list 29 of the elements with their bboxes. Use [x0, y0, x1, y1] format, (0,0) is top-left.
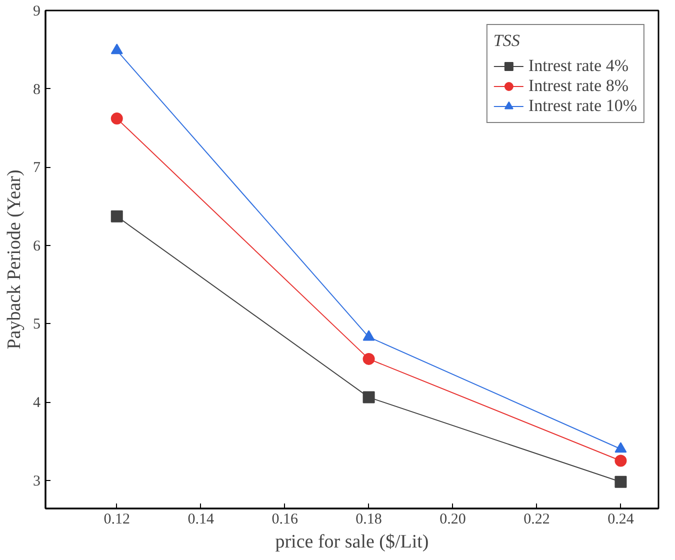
x-tick-label: 0.22	[524, 512, 550, 528]
point	[110, 210, 123, 222]
point	[110, 112, 123, 125]
legend-title: TSS	[493, 31, 521, 51]
legend-label: Intrest rate 4%	[528, 56, 628, 76]
point	[110, 44, 123, 54]
point	[614, 454, 627, 467]
y-tick-label: 7	[33, 160, 41, 176]
x-axis-title: price for sale ($/Lit)	[275, 532, 429, 552]
y-tick-label: 5	[33, 316, 40, 333]
point	[362, 391, 375, 404]
y-axis-title: Payback Periode (Year)	[4, 170, 25, 350]
y-tick-label: 3	[33, 473, 40, 490]
legend-label: Intrest rate 8%	[528, 76, 628, 96]
y-tick-label: 6	[33, 238, 41, 254]
y-tick-label: 9	[33, 4, 40, 20]
point	[614, 442, 627, 453]
x-tick-label: 0.18	[356, 512, 382, 528]
y-tick-label: 8	[33, 82, 40, 98]
legend-label: Intrest rate 10%	[528, 96, 637, 116]
x-tick-label: 0.24	[608, 512, 634, 528]
y-tick-label: 4	[33, 395, 41, 412]
x-tick-label: 0.12	[104, 512, 130, 528]
x-tick-label: 0.14	[188, 512, 214, 528]
x-tick-label: 0.20	[440, 512, 466, 528]
point	[362, 330, 375, 341]
point	[614, 476, 627, 488]
x-tick-label: 0.16	[272, 512, 298, 528]
point	[362, 352, 375, 365]
